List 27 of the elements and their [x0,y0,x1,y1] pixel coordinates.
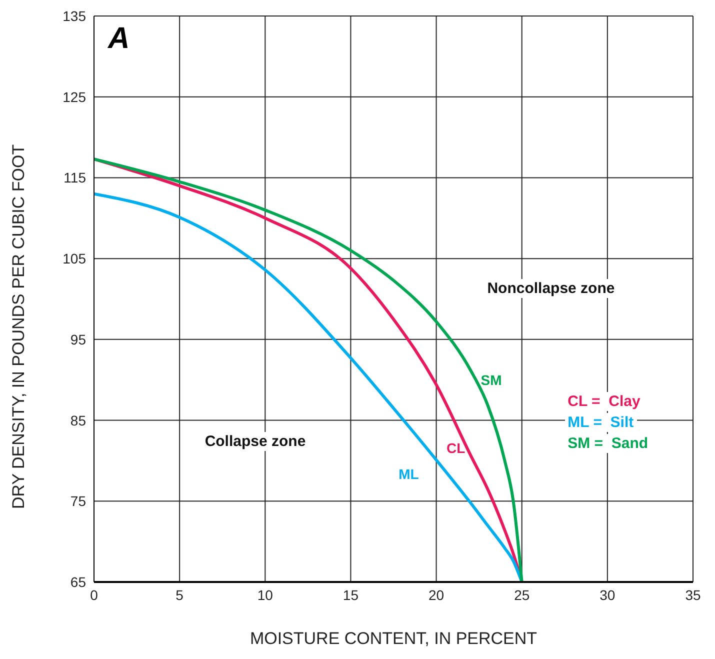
x-tick-label: 0 [90,586,98,603]
y-tick-label: 105 [62,250,86,267]
annotation: Collapse zone [202,432,309,452]
series-label: SM [480,372,502,388]
x-tick-label: 35 [685,586,701,603]
x-axis-title: MOISTURE CONTENT, IN PERCENT [250,629,538,648]
y-tick-label: 75 [70,493,86,510]
chart-title: A [108,22,130,56]
x-tick-label: 30 [600,586,616,603]
x-tick-label: 15 [342,586,359,603]
x-tick-label: 20 [428,586,444,603]
y-tick-label: 135 [62,8,86,24]
x-tick-label: 5 [176,586,184,603]
series-label: CL [446,440,466,456]
y-tick-label: 65 [70,574,86,590]
series-label: ML [398,466,419,482]
y-tick-label: 115 [64,170,86,186]
annotation: Noncollapse zone [484,278,618,298]
x-tick-label: 25 [514,586,530,603]
annotation: SM = Sand [564,434,652,453]
annotation: CL = Clay [564,392,644,411]
x-tick-label: 10 [257,586,274,603]
annotation: ML = Silt [564,412,637,432]
y-tick-label: 95 [70,331,86,348]
y-tick-label: 125 [62,88,86,105]
y-tick-label: 85 [70,412,86,428]
y-axis-title: DRY DENSITY, IN POUNDS PER CUBIC FOOT [9,144,28,509]
